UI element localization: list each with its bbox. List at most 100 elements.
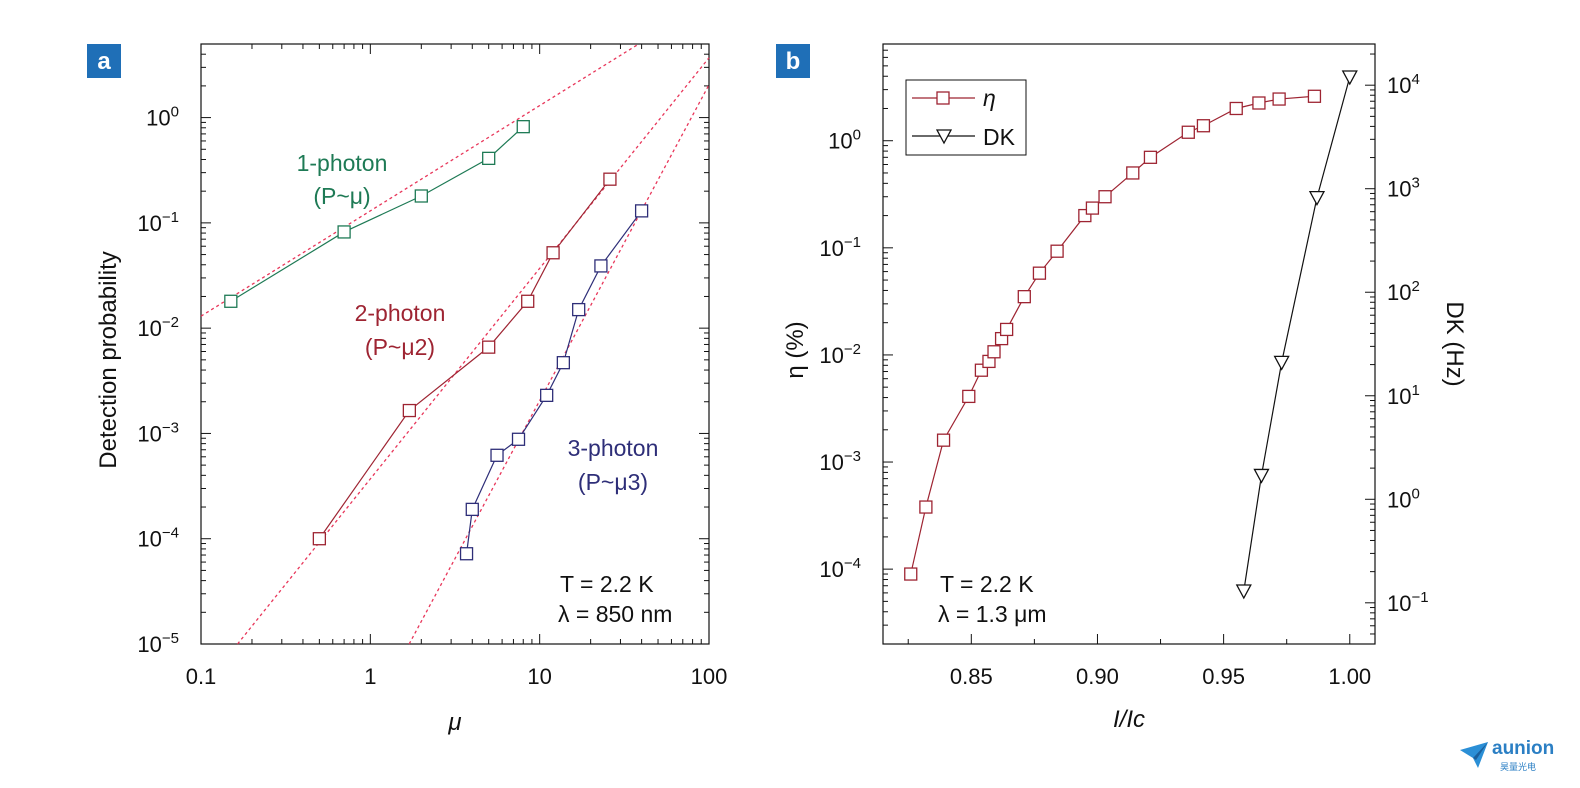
- data-point-DK: [1341, 70, 1358, 86]
- series-line-3-photon: [465, 210, 643, 554]
- panel-b-x-tick-label: 0.90: [1076, 664, 1119, 689]
- fit-line-1-photon: [200, 43, 640, 317]
- panel-b-right-y-tick-label: 102: [1387, 278, 1420, 305]
- data-point-3-photon: [511, 432, 526, 446]
- panel-a-series: [224, 120, 649, 561]
- series-label-2-photon: 2-photon: [355, 300, 446, 326]
- data-point-3-photon: [465, 502, 479, 517]
- panel-b-legend: η DK: [905, 79, 1027, 156]
- data-point-2-photon: [521, 294, 535, 308]
- data-point-DK: [1253, 468, 1270, 484]
- panel-a-wavelength: λ = 850 nm: [558, 601, 672, 627]
- panel-a-y-tick-label: 10−4: [137, 525, 179, 552]
- panel-b-right-y-tick-label: 103: [1387, 175, 1420, 202]
- data-point-3-photon: [594, 259, 608, 273]
- data-point-η: [1085, 201, 1100, 215]
- panel-a-y-tick-label: 10−3: [137, 419, 179, 446]
- data-point-2-photon: [482, 340, 496, 354]
- legend-eta-marker: [936, 91, 950, 105]
- data-point-η: [999, 322, 1014, 337]
- panel-b-left-y-tick-label: 100: [828, 127, 861, 154]
- data-point-η: [1272, 92, 1286, 106]
- series-line-DK: [1243, 76, 1351, 592]
- logo-text: aunion: [1492, 738, 1555, 759]
- panel-b: b 0.85 0.90 0.95 1.00 100 10−1 10−2 10−3 10−4 104…: [776, 43, 1468, 733]
- data-point-2-photon: [603, 172, 617, 186]
- fit-line-3-photon: [408, 84, 710, 645]
- panel-a-badge: [87, 44, 121, 78]
- fit-label-3-photon: (P~μ3): [578, 469, 648, 495]
- panel-a-temperature: T = 2.2 K: [560, 571, 654, 597]
- panel-b-left-y-tick-label: 10−3: [819, 448, 861, 475]
- legend-eta-label: η: [983, 85, 996, 111]
- data-point-η: [936, 433, 951, 447]
- legend-dk-marker: [935, 129, 953, 145]
- panel-b-x-tick-label: 0.85: [950, 664, 993, 689]
- series-label-1-photon: 1-photon: [297, 150, 388, 176]
- fit-line-2-photon: [237, 57, 710, 645]
- panel-a-y-axis-label: Detection probability: [95, 251, 122, 468]
- legend-box: [905, 79, 1027, 156]
- data-point-η: [1143, 150, 1158, 164]
- data-point-2-photon: [402, 403, 417, 418]
- panel-a-y-tick-label: 100: [146, 104, 179, 131]
- data-point-η: [1098, 190, 1112, 204]
- data-point-1-photon: [516, 120, 530, 134]
- series-line-η: [910, 95, 1315, 575]
- panel-b-right-y-tick-label: 100: [1387, 485, 1420, 512]
- panel-b-left-y-tick-label: 10−4: [819, 555, 861, 582]
- panel-b-ticks: 0.85 0.90 0.95 1.00 100 10−1 10−2 10−3 10−4 104 10…: [819, 43, 1429, 689]
- panel-b-series: [904, 70, 1358, 600]
- panel-b-badge: [776, 44, 810, 78]
- paper-plane-icon: [1460, 742, 1488, 768]
- data-point-1-photon: [482, 151, 496, 166]
- panel-a-x-tick-label: 100: [691, 664, 728, 689]
- data-point-η: [1196, 119, 1211, 133]
- data-point-DK: [1235, 584, 1252, 600]
- panel-b-left-y-axis-label: η (%): [782, 321, 809, 378]
- panel-b-wavelength: λ = 1.3 μm: [938, 601, 1047, 627]
- panel-a-x-tick-label: 1: [364, 664, 376, 689]
- data-point-3-photon: [459, 547, 474, 561]
- series-line-2-photon: [318, 178, 611, 540]
- panel-a-y-tick-label: 10−1: [137, 209, 179, 236]
- data-point-2-photon: [546, 246, 560, 260]
- data-point-η: [962, 389, 976, 404]
- data-point-η: [1032, 266, 1047, 280]
- panel-b-right-y-tick-label: 104: [1387, 71, 1420, 98]
- data-point-DK: [1308, 190, 1326, 207]
- aunion-logo: aunion 昊量光电: [1458, 738, 1558, 774]
- panel-a-x-tick-label: 10: [527, 664, 551, 689]
- data-point-DK: [1273, 355, 1290, 371]
- data-point-η: [1017, 290, 1031, 304]
- panel-b-right-y-axis-label: DK (Hz): [1441, 301, 1468, 386]
- data-point-η: [987, 345, 1001, 359]
- data-point-η: [1050, 244, 1064, 258]
- logo-subtext: 昊量光电: [1500, 763, 1537, 773]
- data-point-1-photon: [224, 294, 238, 308]
- panel-a: a 0.1 1 10 100 100 10−1 10−2 10−3 10−4 10−5 Detec…: [87, 43, 728, 736]
- panel-b-right-y-tick-label: 10−1: [1387, 589, 1429, 616]
- panel-a-fit-lines: [200, 43, 710, 645]
- panel-b-left-y-tick-label: 10−2: [819, 341, 861, 368]
- data-point-η: [1229, 101, 1243, 116]
- series-label-3-photon: 3-photon: [568, 435, 659, 461]
- legend-dk-label: DK: [983, 124, 1016, 150]
- panel-b-temperature: T = 2.2 K: [940, 571, 1034, 597]
- panel-a-x-axis-label: μ: [447, 709, 461, 736]
- panel-b-x-tick-label: 1.00: [1328, 664, 1371, 689]
- panel-b-plot-frame: [882, 43, 1376, 645]
- data-point-η: [919, 500, 933, 514]
- panel-b-x-tick-label: 0.95: [1202, 664, 1245, 689]
- data-point-η: [1252, 96, 1266, 110]
- fit-label-1-photon: (P~μ): [313, 183, 370, 209]
- data-point-3-photon: [634, 204, 649, 218]
- panel-a-x-tick-label: 0.1: [186, 664, 217, 689]
- data-point-3-photon: [572, 302, 586, 317]
- fit-label-2-photon: (P~μ2): [365, 334, 435, 360]
- data-point-η: [1307, 89, 1322, 103]
- data-point-1-photon: [414, 189, 428, 203]
- panel-a-y-tick-label: 10−5: [137, 630, 179, 657]
- data-point-η: [904, 567, 918, 581]
- data-point-3-photon: [540, 388, 554, 403]
